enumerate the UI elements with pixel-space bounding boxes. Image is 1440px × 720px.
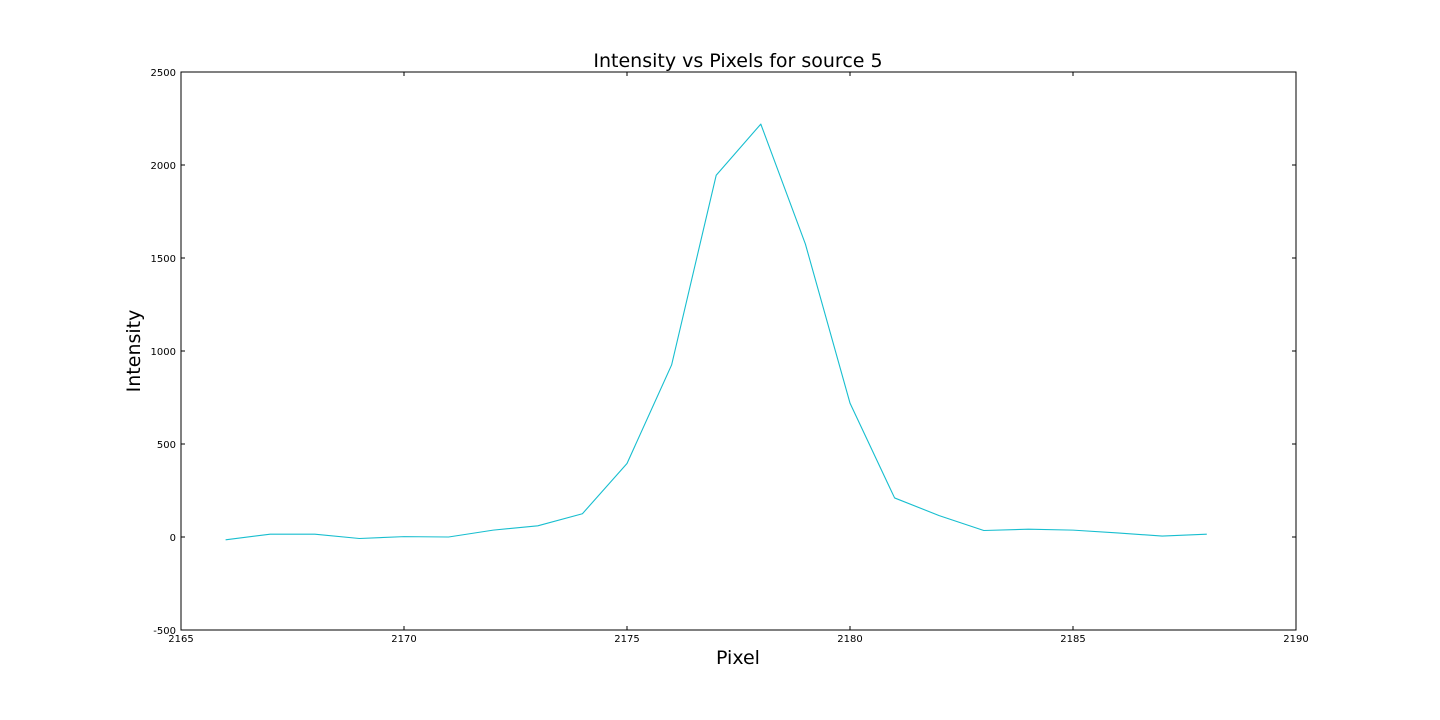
x-tick-label: 2180 [837,634,862,645]
plot-area [180,71,1297,631]
y-tick-labels: -500 0 500 1000 1500 2000 2500 [151,68,176,637]
y-tick-label: 2500 [151,68,176,79]
x-tick-label: 2190 [1283,634,1308,645]
y-tick-label: 1000 [151,347,176,358]
y-tick-label: 0 [170,533,176,544]
x-tick-label: 2170 [391,634,416,645]
plot-frame [180,71,1297,631]
y-tick-label: -500 [153,626,176,637]
x-axis-label: Pixel [716,647,760,669]
tick-marks [180,71,1297,631]
series-line-0 [225,123,1207,541]
x-tick-label: 2185 [1060,634,1085,645]
y-axis-label: Intensity [123,310,145,393]
x-tick-labels: 2165 2170 2175 2180 2185 2190 [168,634,1308,645]
y-tick-label: 500 [157,440,176,451]
chart-title: Intensity vs Pixels for source 5 [593,50,882,72]
x-tick-label: 2175 [614,634,639,645]
x-tick-label: 2165 [168,634,193,645]
series-group [225,123,1207,541]
y-tick-label: 2000 [151,161,176,172]
y-tick-label: 1500 [151,254,176,265]
